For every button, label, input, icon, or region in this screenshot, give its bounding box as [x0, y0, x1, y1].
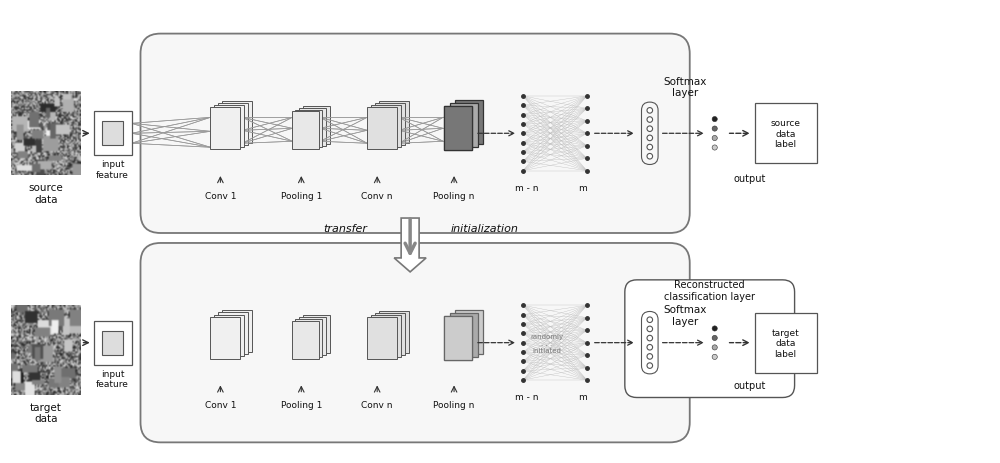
Bar — [214, 315, 244, 357]
Bar — [455, 310, 483, 354]
Text: Softmax
layer: Softmax layer — [663, 76, 706, 98]
Bar — [371, 315, 401, 357]
Circle shape — [647, 118, 653, 123]
Circle shape — [647, 145, 653, 150]
Circle shape — [712, 117, 717, 122]
Text: Conv 1: Conv 1 — [205, 400, 236, 409]
Bar — [218, 313, 248, 355]
FancyBboxPatch shape — [140, 244, 690, 443]
Circle shape — [647, 108, 653, 114]
Bar — [755, 313, 817, 373]
Bar — [755, 104, 817, 164]
Bar — [210, 108, 240, 150]
Bar — [375, 104, 405, 146]
Circle shape — [712, 136, 717, 141]
Text: Pooling n: Pooling n — [433, 400, 475, 409]
Bar — [299, 108, 326, 146]
Bar — [214, 106, 244, 148]
Circle shape — [712, 326, 717, 332]
Text: m - n: m - n — [515, 183, 539, 192]
Text: Reconstructed
classification layer: Reconstructed classification layer — [664, 279, 755, 301]
Text: m - n: m - n — [515, 392, 539, 401]
FancyArrow shape — [394, 219, 426, 272]
Bar — [303, 107, 330, 144]
Bar — [292, 321, 319, 359]
Bar — [444, 316, 472, 360]
Bar — [379, 102, 409, 144]
Circle shape — [647, 136, 653, 141]
Text: output: output — [733, 174, 766, 184]
Bar — [94, 112, 132, 156]
Text: input
feature: input feature — [96, 369, 129, 388]
Bar — [102, 122, 123, 146]
Text: Conv 1: Conv 1 — [205, 191, 236, 200]
Circle shape — [647, 363, 653, 369]
Bar — [444, 107, 472, 151]
Bar — [367, 108, 397, 150]
Text: m: m — [579, 183, 587, 192]
Text: Conv n: Conv n — [361, 400, 393, 409]
Bar — [450, 104, 478, 148]
Text: Conv n: Conv n — [361, 191, 393, 200]
Text: input
feature: input feature — [96, 160, 129, 180]
Circle shape — [647, 127, 653, 132]
Bar — [444, 107, 472, 151]
Bar — [94, 321, 132, 365]
Text: randomly
. . .
initiated: randomly . . . initiated — [530, 333, 563, 353]
Text: Pooling 1: Pooling 1 — [281, 400, 322, 409]
Circle shape — [712, 127, 717, 132]
Bar — [371, 106, 401, 148]
Bar — [295, 110, 322, 148]
Circle shape — [647, 326, 653, 332]
Bar — [210, 317, 240, 359]
Text: Pooling n: Pooling n — [433, 191, 475, 200]
Bar — [455, 101, 483, 145]
Circle shape — [712, 345, 717, 350]
Bar — [450, 313, 478, 357]
Text: source
data: source data — [28, 183, 63, 205]
Bar — [102, 331, 123, 355]
Bar — [375, 313, 405, 355]
Bar — [367, 317, 397, 359]
Text: transfer: transfer — [323, 224, 367, 233]
Text: initialization: initialization — [451, 224, 519, 233]
Text: target
data: target data — [30, 402, 62, 423]
Bar — [222, 311, 252, 352]
Bar — [222, 101, 252, 144]
Bar — [295, 319, 322, 357]
Bar — [379, 311, 409, 353]
Text: Softmax
layer: Softmax layer — [663, 304, 706, 326]
Bar — [303, 316, 330, 353]
Circle shape — [647, 317, 653, 323]
Bar — [218, 104, 248, 145]
Circle shape — [712, 336, 717, 341]
FancyBboxPatch shape — [625, 280, 795, 398]
Circle shape — [647, 345, 653, 350]
Bar — [292, 112, 319, 150]
Text: output: output — [733, 380, 766, 390]
Circle shape — [712, 355, 717, 360]
Circle shape — [712, 145, 717, 151]
Circle shape — [647, 336, 653, 341]
Circle shape — [647, 154, 653, 160]
Text: m: m — [579, 392, 587, 401]
Text: target
data
label: target data label — [772, 328, 799, 358]
Text: source
data
label: source data label — [771, 119, 801, 149]
Bar — [299, 318, 326, 355]
Text: Pooling 1: Pooling 1 — [281, 191, 322, 200]
Bar — [444, 316, 472, 360]
Circle shape — [647, 354, 653, 359]
FancyBboxPatch shape — [140, 35, 690, 233]
